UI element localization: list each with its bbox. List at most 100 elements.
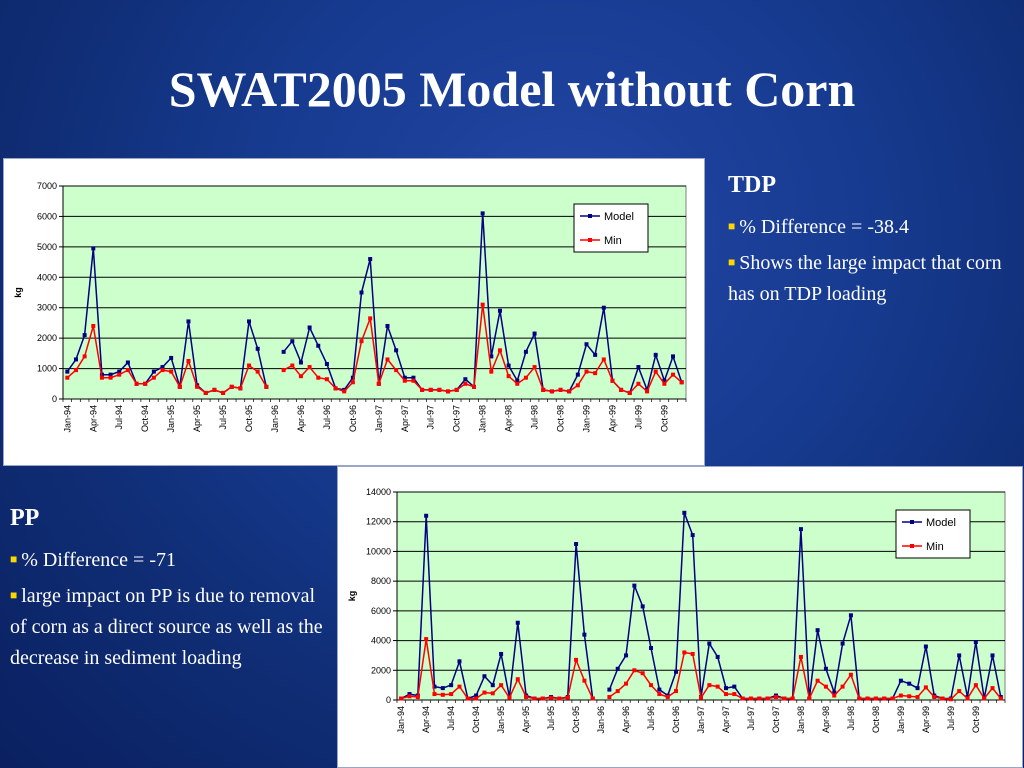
tdp-point-min (584, 369, 589, 374)
pp-point-min (815, 678, 820, 683)
tdp-point-model (108, 372, 113, 377)
tdp-x-tick-label: Oct-98 (556, 405, 566, 432)
pp-point-min (865, 696, 870, 701)
bullet-square-icon: ■ (728, 255, 736, 269)
pp-x-tick-label: Jul-95 (546, 706, 556, 731)
pp-point-model (615, 666, 620, 671)
tdp-point-min (73, 368, 78, 373)
tdp-y-tick-label: 4000 (37, 272, 57, 282)
tdp-point-min (307, 365, 312, 370)
tdp-point-min (463, 381, 468, 386)
tdp-point-model (359, 290, 364, 295)
pp-x-tick-label: Oct-96 (671, 706, 681, 733)
pp-x-tick-label: Oct-94 (471, 706, 481, 733)
pp-point-min (690, 651, 695, 656)
tdp-point-min (437, 387, 442, 392)
tdp-point-model (385, 323, 390, 328)
pp-point-min (465, 696, 470, 701)
pp-point-min (998, 696, 1003, 701)
tdp-point-model (169, 355, 174, 360)
pp-y-tick-label: 0 (386, 695, 391, 705)
tdp-point-min (281, 368, 286, 373)
tdp-point-min (454, 387, 459, 392)
tdp-point-model (653, 352, 658, 357)
pp-bullet-2-text: large impact on PP is due to removal of … (10, 585, 323, 669)
tdp-point-model (523, 349, 528, 354)
tdp-x-tick-label: Apr-97 (400, 405, 410, 432)
tdp-point-model (480, 211, 485, 216)
pp-point-model (823, 666, 828, 671)
tdp-chart: 0 1000 2000 3000 4000 5000 6000 7000 kg Jan-94 Apr… (13, 181, 687, 433)
pp-point-model (798, 527, 803, 532)
pp-point-min (748, 696, 753, 701)
pp-y-tick-label: 8000 (371, 576, 391, 586)
pp-point-min (832, 693, 837, 698)
tdp-point-min (368, 316, 373, 321)
tdp-point-min (627, 390, 632, 395)
tdp-point-min (255, 369, 260, 374)
tdp-point-min (619, 387, 624, 392)
pp-point-model (640, 604, 645, 609)
tdp-point-min (420, 387, 425, 392)
tdp-x-tick-label: Jan-94 (62, 405, 72, 433)
tdp-point-min (515, 381, 520, 386)
pp-point-min (449, 692, 454, 697)
pp-point-min (615, 689, 620, 694)
pp-point-min (640, 671, 645, 676)
pp-point-min (940, 696, 945, 701)
pp-point-min (907, 694, 912, 699)
tdp-point-min (593, 371, 598, 376)
tdp-point-model (368, 257, 373, 262)
pp-legend (895, 509, 971, 559)
pp-point-model (432, 684, 437, 689)
pp-x-tick-label: Jan-97 (696, 706, 706, 734)
tdp-point-model (515, 378, 520, 383)
pp-point-model (624, 653, 629, 658)
tdp-point-min (212, 387, 217, 392)
tdp-point-model (151, 369, 156, 374)
pp-point-model (499, 651, 504, 656)
tdp-point-model (247, 319, 252, 324)
tdp-point-min (91, 323, 96, 328)
pp-point-model (407, 692, 412, 697)
pp-point-min (807, 696, 812, 701)
tdp-point-min (324, 377, 329, 382)
tdp-point-model (316, 343, 321, 348)
pp-point-min (474, 696, 479, 701)
pp-point-min (582, 678, 587, 683)
pp-x-tick-label: Oct-97 (771, 706, 781, 733)
pp-point-min (948, 697, 953, 702)
tdp-y-tick-label: 7000 (37, 181, 57, 191)
tdp-point-min (169, 369, 174, 374)
bullet-square-icon: ■ (728, 219, 736, 233)
tdp-point-model (298, 360, 303, 365)
pp-point-min (982, 696, 987, 701)
tdp-point-min (489, 369, 494, 374)
pp-point-min (549, 695, 554, 700)
tdp-point-min (177, 384, 182, 389)
tdp-x-tick-label: Apr-95 (192, 405, 202, 432)
tdp-point-min (151, 375, 156, 380)
tdp-x-tick-label: Jul-96 (322, 405, 332, 430)
pp-point-model (474, 693, 479, 698)
tdp-point-min (662, 381, 667, 386)
pp-point-min (557, 696, 562, 701)
pp-point-model (915, 686, 920, 691)
pp-point-min (432, 692, 437, 697)
tdp-bullet-1-text: % Difference = -38.4 (739, 216, 909, 238)
tdp-x-tick-label: Oct-95 (244, 405, 254, 432)
tdp-x-tick-label: Jan-96 (270, 405, 280, 433)
pp-point-min (440, 692, 445, 697)
pp-point-min (457, 684, 462, 689)
pp-point-min (632, 668, 637, 673)
pp-point-model (815, 628, 820, 633)
tdp-point-model (489, 354, 494, 359)
pp-point-min (923, 685, 928, 690)
tdp-point-min (350, 380, 355, 385)
tdp-chart-panel: 0 1000 2000 3000 4000 5000 6000 7000 kg Jan-94 Apr… (3, 158, 705, 466)
pp-legend-label-min: Min (926, 541, 944, 553)
pp-point-model (457, 659, 462, 664)
tdp-point-model (350, 375, 355, 380)
pp-y-tick-label: 4000 (371, 636, 391, 646)
pp-point-min (990, 686, 995, 691)
